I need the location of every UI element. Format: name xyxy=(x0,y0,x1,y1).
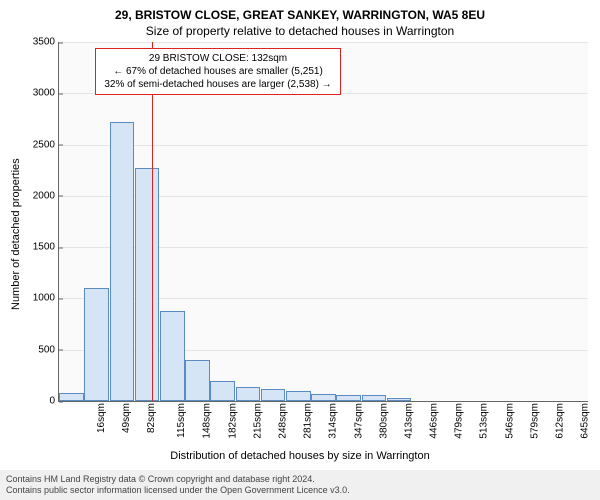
y-tick-label: 1500 xyxy=(33,242,59,253)
histogram-bar xyxy=(236,387,261,401)
y-axis-label: Number of detached properties xyxy=(10,158,22,310)
x-tick-label: 446sqm xyxy=(429,403,440,439)
x-tick-label: 579sqm xyxy=(529,403,540,439)
footer-line-1: Contains HM Land Registry data © Crown c… xyxy=(6,474,594,485)
x-tick-label: 281sqm xyxy=(303,403,314,439)
histogram-bar xyxy=(185,360,210,401)
histogram-bar xyxy=(387,398,412,401)
y-tick-label: 0 xyxy=(49,396,59,407)
histogram-bar xyxy=(160,311,185,401)
chart-title-subtitle: Size of property relative to detached ho… xyxy=(0,22,600,42)
histogram-bar xyxy=(84,288,109,401)
y-tick-label: 500 xyxy=(38,344,59,355)
x-tick-label: 413sqm xyxy=(403,403,414,439)
histogram-bar xyxy=(59,393,84,401)
histogram-bar xyxy=(311,394,336,401)
y-tick-label: 3000 xyxy=(33,88,59,99)
x-tick-label: 380sqm xyxy=(378,403,389,439)
x-tick-label: 16sqm xyxy=(96,403,107,433)
x-tick-label: 347sqm xyxy=(353,403,364,439)
x-tick-label: 82sqm xyxy=(146,403,157,433)
x-tick-label: 248sqm xyxy=(278,403,289,439)
x-tick-label: 49sqm xyxy=(121,403,132,433)
footer-line-2: Contains public sector information licen… xyxy=(6,485,594,496)
histogram-bar xyxy=(110,122,135,401)
x-tick-label: 612sqm xyxy=(555,403,566,439)
x-tick-label: 546sqm xyxy=(504,403,515,439)
marker-annotation-box: 29 BRISTOW CLOSE: 132sqm ← 67% of detach… xyxy=(95,48,341,95)
x-tick-label: 479sqm xyxy=(454,403,465,439)
footer-attribution: Contains HM Land Registry data © Crown c… xyxy=(0,470,600,500)
y-tick-label: 3500 xyxy=(33,37,59,48)
gridline xyxy=(59,145,588,146)
x-tick-label: 215sqm xyxy=(252,403,263,439)
x-tick-label: 314sqm xyxy=(328,403,339,439)
histogram-bar xyxy=(286,391,311,401)
annotation-line-1: 29 BRISTOW CLOSE: 132sqm xyxy=(102,52,334,65)
histogram-bar xyxy=(210,381,235,402)
annotation-line-3: 32% of semi-detached houses are larger (… xyxy=(102,78,334,91)
x-tick-label: 182sqm xyxy=(227,403,238,439)
histogram-bar xyxy=(135,168,160,401)
y-tick-label: 2500 xyxy=(33,139,59,150)
gridline xyxy=(59,42,588,43)
property-marker-line xyxy=(152,42,153,401)
histogram-bar xyxy=(362,395,387,401)
annotation-line-2: ← 67% of detached houses are smaller (5,… xyxy=(102,65,334,78)
chart-title-address: 29, BRISTOW CLOSE, GREAT SANKEY, WARRING… xyxy=(0,0,600,22)
x-axis-label: Distribution of detached houses by size … xyxy=(0,450,600,462)
x-tick-label: 148sqm xyxy=(202,403,213,439)
x-tick-label: 115sqm xyxy=(176,403,187,438)
histogram-plot-area: 050010001500200025003000350016sqm49sqm82… xyxy=(58,42,588,402)
x-tick-label: 645sqm xyxy=(580,403,591,439)
y-tick-label: 1000 xyxy=(33,293,59,304)
x-tick-label: 513sqm xyxy=(479,403,490,439)
y-tick-label: 2000 xyxy=(33,190,59,201)
histogram-bar xyxy=(336,395,361,401)
histogram-bar xyxy=(261,389,286,401)
